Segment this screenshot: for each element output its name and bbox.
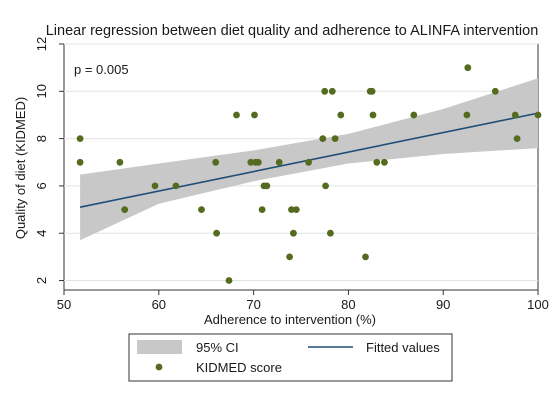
x-tick-label: 70 (246, 297, 260, 312)
y-tick-label: 6 (34, 182, 49, 189)
data-point (464, 64, 472, 72)
data-point (225, 277, 233, 284)
data-point (368, 87, 376, 95)
data-point (212, 158, 220, 166)
data-point (286, 253, 293, 261)
x-tick-label: 50 (57, 297, 71, 312)
y-axis-ticks: 2 4 6 8 10 12 (34, 37, 64, 284)
p-value-annotation: p = 0.005 (74, 62, 129, 77)
data-point (213, 229, 221, 237)
data-point (292, 206, 300, 214)
x-tick-label: 100 (527, 297, 549, 312)
data-point (362, 253, 369, 261)
x-tick-label: 80 (341, 297, 355, 312)
data-point (328, 87, 336, 95)
data-point (247, 158, 255, 166)
data-point (463, 111, 471, 119)
data-point (327, 229, 334, 237)
data-point (172, 182, 180, 190)
legend-box (128, 333, 453, 382)
legend-ci-swatch (137, 340, 182, 354)
data-point (337, 111, 345, 119)
data-point (76, 135, 84, 143)
data-point (151, 182, 159, 190)
chart-title: Linear regression between diet quality a… (46, 23, 539, 39)
data-point (410, 111, 418, 119)
x-tick-label: 60 (152, 297, 166, 312)
x-axis-label: Adherence to intervention (%) (204, 312, 376, 327)
data-point (263, 182, 271, 190)
legend-marker-label: KIDMED score (196, 360, 282, 375)
data-point (116, 158, 124, 166)
data-point (258, 206, 266, 214)
data-point (373, 158, 381, 166)
data-point (288, 206, 295, 214)
data-point (381, 158, 388, 166)
data-point (511, 111, 519, 119)
y-tick-label: 2 (34, 277, 49, 284)
data-point (251, 111, 258, 119)
data-point (254, 158, 262, 166)
y-tick-label: 12 (34, 37, 49, 51)
legend-fitted-label: Fitted values (366, 340, 440, 355)
legend-marker-swatch (155, 363, 163, 371)
y-axis-label: Quality of diet (KIDMED) (13, 97, 28, 239)
x-tick-label: 90 (436, 297, 450, 312)
data-point (534, 111, 542, 119)
data-point (322, 182, 329, 190)
y-tick-label: 4 (34, 230, 49, 237)
data-point (275, 158, 283, 166)
data-point (121, 206, 129, 214)
scatter-points (76, 64, 542, 284)
data-point (305, 158, 312, 166)
data-point (198, 206, 205, 214)
data-point (319, 135, 327, 143)
data-point (233, 111, 240, 119)
data-point (76, 158, 84, 166)
y-tick-label: 10 (34, 84, 49, 98)
legend-ci-label: 95% CI (196, 340, 239, 355)
data-point (491, 87, 499, 95)
y-tick-label: 8 (34, 135, 49, 142)
data-point (331, 135, 339, 143)
data-point (369, 111, 377, 119)
data-point (513, 135, 521, 143)
data-point (321, 87, 329, 95)
data-point (290, 229, 297, 237)
x-axis-ticks: 50 60 70 80 90 100 (57, 290, 549, 312)
